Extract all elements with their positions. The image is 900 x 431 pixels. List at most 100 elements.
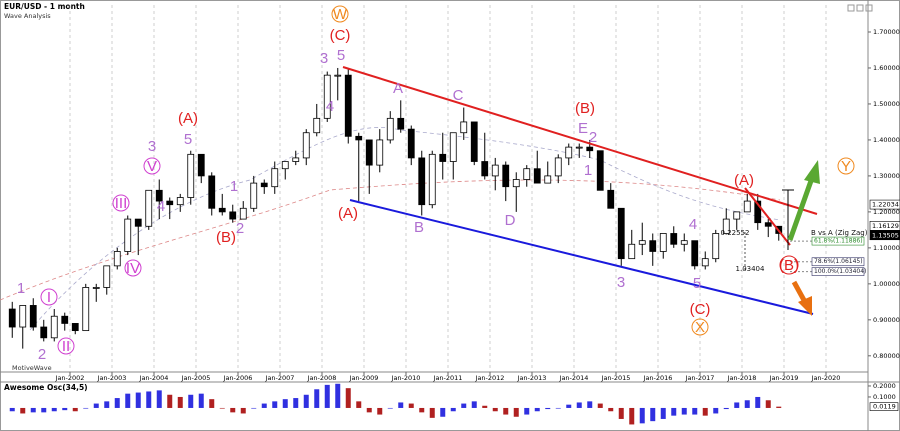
wave-label: IV: [126, 260, 140, 277]
oscillator-bar: [377, 407, 383, 415]
y-tick-label: 1.20000: [873, 208, 900, 216]
wave-circle: [779, 255, 799, 275]
candle-body: [701, 258, 709, 267]
candle-body: [281, 161, 289, 170]
wave-label: 1: [584, 162, 592, 179]
candle-body: [229, 211, 237, 220]
wave-circle: [143, 157, 161, 175]
fib-label: 78.6%(1.06145): [814, 258, 863, 265]
candle-body: [302, 132, 310, 159]
x-tick-label: Jan-2015: [601, 374, 631, 382]
wave-label: C: [453, 87, 464, 104]
candle-body: [533, 168, 541, 184]
icon[interactable]: [856, 4, 864, 12]
oscillator-bar: [461, 403, 467, 408]
candle-body: [691, 240, 699, 267]
y-tick-label: 1.00000: [873, 280, 900, 288]
icon[interactable]: [847, 4, 855, 12]
oscillator-bar: [345, 388, 351, 408]
oscillator-bar: [51, 407, 57, 412]
oscillator-bar: [314, 389, 320, 408]
wave-label: W: [333, 6, 348, 23]
x-tick-label: Jan-2002: [55, 374, 85, 382]
x-tick-label: Jan-2011: [433, 374, 463, 382]
price-label-box: [869, 221, 900, 231]
oscillator-bar: [713, 407, 719, 414]
oscillator-bar: [72, 407, 78, 412]
candle-body: [638, 240, 646, 245]
candle-body: [40, 326, 48, 339]
wave-label: 2: [236, 220, 244, 237]
candle-body: [449, 132, 457, 162]
oscillator-bar: [114, 398, 120, 408]
oscillator-bar: [398, 402, 404, 408]
oscillator-title: Awesome Osc(34,5): [4, 383, 88, 392]
oscillator-bar: [293, 398, 299, 408]
wave-label: (C): [690, 301, 711, 318]
wave-label: 5: [693, 275, 701, 292]
candle-body: [670, 233, 678, 245]
candle-body: [481, 161, 489, 177]
y-tick-label: 0.80000: [873, 352, 900, 360]
y-tick-label: 1.10000: [873, 244, 900, 252]
y-tick-label: 1.50000: [873, 100, 900, 108]
oscillator-bar: [146, 391, 152, 408]
fib-box: [811, 257, 865, 267]
oscillator-bar: [366, 407, 372, 413]
icon[interactable]: [865, 4, 873, 12]
oscillator-bar: [30, 407, 36, 413]
oscillator-bar: [429, 407, 435, 418]
price-label-box: [869, 230, 900, 241]
wave-label: (B): [575, 100, 595, 117]
oscillator-bar: [660, 407, 666, 419]
candle-body: [92, 287, 100, 289]
oscillator-bar: [356, 401, 362, 408]
wave-label: II: [62, 338, 70, 355]
wave-label: III: [115, 195, 128, 212]
y-tick-label: 0.2000: [873, 382, 896, 390]
wave-label: 5: [337, 47, 345, 64]
candle-body: [197, 153, 205, 177]
y-tick-label: 0.90000: [873, 316, 900, 324]
candle-body: [722, 218, 730, 234]
y-tick-label: 0.1000: [873, 393, 896, 401]
candle-body: [50, 315, 58, 339]
wave-label: (B): [779, 257, 799, 274]
oscillator-bar: [492, 407, 498, 412]
channel-top: [342, 66, 818, 215]
candle-body: [680, 240, 688, 245]
oscillator-bar: [650, 407, 656, 422]
candle-body: [61, 315, 69, 324]
candle-body: [166, 200, 174, 206]
x-tick-label: Jan-2007: [265, 374, 295, 382]
oscillator-bar: [209, 399, 215, 408]
oscillator-bar: [83, 407, 89, 409]
wave-label: 5: [184, 131, 192, 148]
wave-circle: [40, 288, 58, 306]
candle-body: [439, 153, 447, 162]
oscillator-bar: [482, 405, 488, 408]
oscillator-bar: [755, 396, 761, 408]
oscillator-bar: [566, 404, 572, 408]
candle-body: [617, 207, 625, 260]
x-tick-label: Jan-2009: [349, 374, 379, 382]
candle-body: [19, 305, 27, 328]
oscillator-bar: [440, 407, 446, 417]
x-tick-label: Jan-2020: [811, 374, 841, 382]
candle-body: [187, 153, 195, 198]
candle-body: [292, 157, 300, 162]
candle-body: [428, 153, 436, 206]
oscillator-bar: [20, 407, 26, 414]
wave-label: (A): [338, 205, 358, 222]
oscillator-bar: [9, 407, 15, 412]
chart-subtitle: Wave Analysis: [4, 12, 51, 20]
x-tick-label: Jan-2005: [181, 374, 211, 382]
candle-body: [565, 146, 573, 159]
wave-circle: [112, 194, 130, 212]
price-label: 1.13505: [872, 231, 899, 239]
oscillator-bar: [681, 407, 687, 415]
candle-body: [365, 139, 373, 166]
oscillator-bar: [419, 407, 425, 413]
